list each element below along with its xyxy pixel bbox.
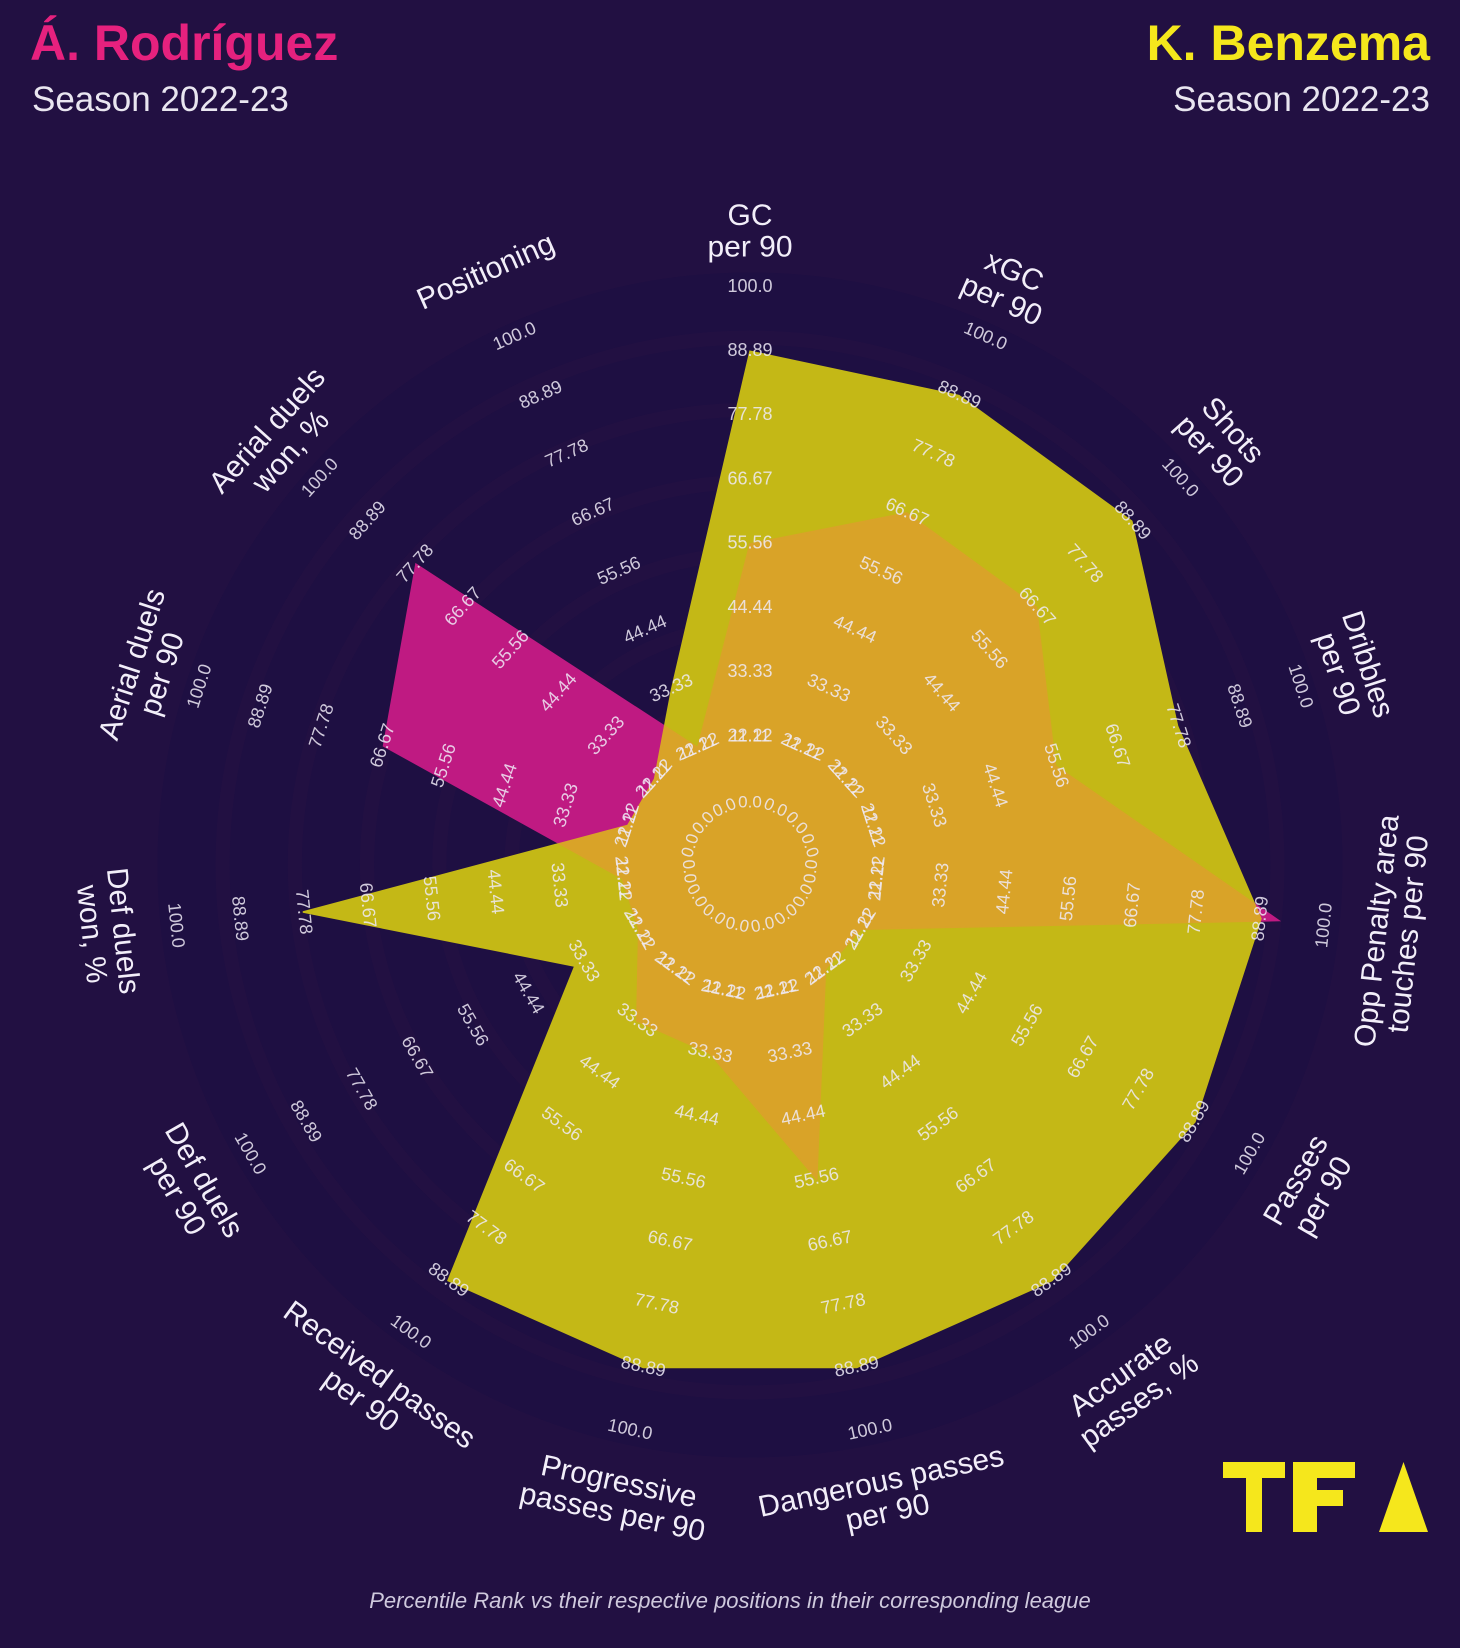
svg-text:33.33: 33.33 <box>727 661 772 681</box>
svg-text:Positioning: Positioning <box>412 227 559 317</box>
svg-text:0.0: 0.0 <box>738 792 762 811</box>
svg-text:88.89: 88.89 <box>727 340 772 360</box>
svg-text:Passesper 90: Passesper 90 <box>1257 1129 1362 1246</box>
svg-text:88.89: 88.89 <box>228 895 253 942</box>
svg-text:44.44: 44.44 <box>727 597 772 617</box>
svg-text:77.78: 77.78 <box>727 404 772 424</box>
svg-text:Opp Penalty areatouches per 90: Opp Penalty areatouches per 90 <box>1348 813 1437 1052</box>
svg-text:22.22: 22.22 <box>727 725 772 745</box>
svg-text:55.56: 55.56 <box>727 533 772 553</box>
svg-text:Dangerous passesper 90: Dangerous passesper 90 <box>755 1440 1013 1555</box>
svg-text:0.0: 0.0 <box>800 859 821 884</box>
svg-text:GCper 90: GC per 90 <box>707 199 792 264</box>
svg-text:Def duelswon, %: Def duelswon, % <box>69 866 146 999</box>
svg-text:100.0: 100.0 <box>727 276 772 296</box>
svg-text:Progressivepasses per 90: Progressivepasses per 90 <box>517 1446 715 1548</box>
svg-text:0.0: 0.0 <box>679 859 700 884</box>
svg-text:88.89: 88.89 <box>1247 895 1272 942</box>
svg-text:66.67: 66.67 <box>727 468 772 488</box>
svg-text:77.78: 77.78 <box>292 888 317 935</box>
